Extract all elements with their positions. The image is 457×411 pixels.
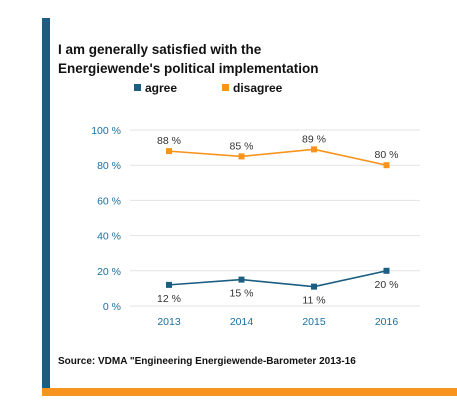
data-point-disagree-2016	[383, 162, 390, 169]
x-tick-label-2013: 2013	[157, 316, 181, 328]
y-tick-label-100: 100 %	[91, 125, 121, 137]
y-tick-label-40: 40 %	[97, 231, 121, 243]
legend-item-agree: agree	[134, 81, 177, 95]
x-tick-label-2015: 2015	[302, 316, 326, 328]
source-note: Source: VDMA "Engineering Energiewende-B…	[58, 356, 356, 367]
data-label-agree-2013: 12 %	[157, 293, 181, 305]
data-point-disagree-2015	[311, 146, 317, 153]
data-label-disagree-2015: 89 %	[302, 133, 326, 145]
accent-bar-bottom	[42, 388, 457, 396]
data-point-agree-2014	[238, 276, 245, 283]
data-point-agree-2013	[166, 281, 172, 288]
data-label-disagree-2014: 85 %	[230, 140, 254, 152]
accent-bar-left	[42, 18, 50, 396]
data-point-agree-2016	[383, 267, 390, 274]
x-tick-label-2016: 2016	[375, 316, 399, 328]
legend-label-disagree: disagree	[233, 81, 283, 95]
chart-title-line-2: Energiewende's political implementation	[58, 61, 319, 76]
legend-swatch-disagree	[222, 84, 229, 91]
data-label-agree-2015: 11 %	[302, 295, 325, 307]
legend-swatch-agree	[134, 84, 141, 91]
data-label-disagree-2013: 88 %	[157, 135, 181, 147]
x-tick-label-2014: 2014	[230, 316, 254, 328]
legend-item-disagree: disagree	[222, 81, 282, 95]
y-tick-label-60: 60 %	[97, 195, 121, 207]
chart-title: I am generally satisfied with the Energi…	[58, 40, 319, 78]
chart-title-line-1: I am generally satisfied with the	[58, 42, 262, 57]
y-tick-label-20: 20 %	[97, 266, 121, 278]
data-label-agree-2016: 20 %	[375, 279, 399, 291]
data-point-disagree-2013	[166, 148, 172, 155]
data-point-disagree-2014	[238, 153, 245, 160]
y-tick-label-80: 80 %	[97, 160, 121, 172]
series-line-disagree	[168, 148, 387, 166]
data-label-disagree-2016: 80 %	[375, 149, 399, 161]
series-line-agree	[168, 270, 387, 288]
legend-label-agree: agree	[145, 81, 178, 95]
data-point-agree-2015	[311, 283, 317, 290]
data-label-agree-2014: 15 %	[230, 288, 254, 300]
y-tick-label-0: 0 %	[103, 301, 121, 313]
